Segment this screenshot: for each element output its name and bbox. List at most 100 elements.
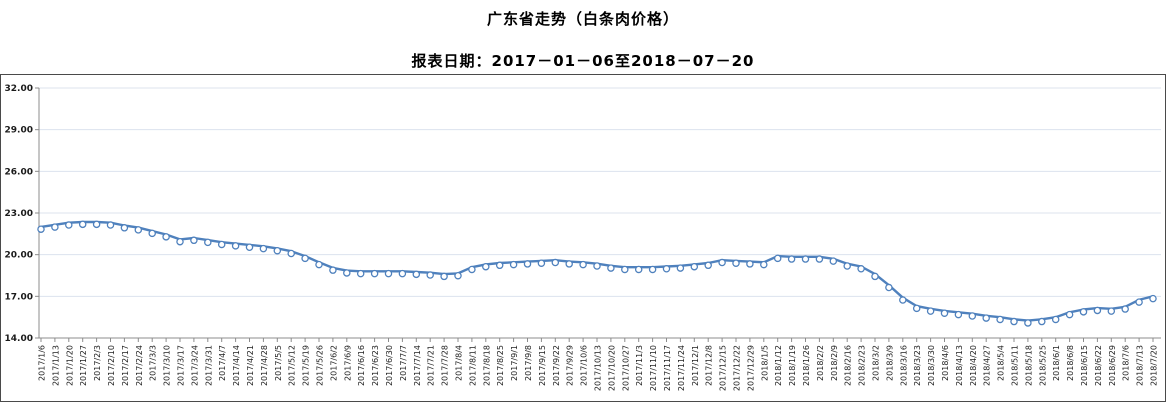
data-point-marker <box>92 220 101 229</box>
x-tick-label: 2018/6/8 <box>1066 345 1075 381</box>
x-tick-label: 2017/6/23 <box>371 345 380 386</box>
x-tick-label: 2017/3/31 <box>204 345 213 386</box>
data-point-marker <box>217 240 226 249</box>
data-point-marker <box>1135 298 1143 306</box>
data-point-marker <box>760 260 768 269</box>
line-chart-canvas: 14.00 17.00 20.00 23.00 26.00 29.00 32.00 2017/… <box>5 84 1161 391</box>
data-point-marker <box>829 257 838 265</box>
x-tick-label: 2018/1/26 <box>802 345 811 386</box>
x-tick-label: 2018/5/18 <box>1024 345 1033 386</box>
data-point-marker <box>120 224 129 232</box>
data-point-marker <box>787 255 796 263</box>
data-point-marker <box>621 265 629 274</box>
x-tick-label: 2018/2/2 <box>816 345 825 381</box>
x-tick-label: 2017/5/12 <box>288 345 297 386</box>
x-tick-label: 2017/2/3 <box>93 345 102 381</box>
data-point-marker <box>412 270 421 279</box>
data-point-marker <box>287 249 295 258</box>
data-point-marker <box>231 242 240 250</box>
data-point-marker <box>704 261 712 270</box>
data-point-marker <box>1010 317 1018 326</box>
x-tick-label: 2018/3/30 <box>927 345 936 386</box>
x-tick-label: 2017/4/21 <box>246 345 255 386</box>
series-line <box>39 220 1155 322</box>
x-tick-label: 2017/1/20 <box>65 345 74 386</box>
x-tick-label: 2017/7/7 <box>399 345 408 381</box>
x-tick-label: 2017/1/27 <box>79 345 88 386</box>
x-tick-label: 2018/4/27 <box>983 345 992 386</box>
x-tick-label: 2017/9/29 <box>566 345 575 386</box>
data-point-marker <box>1065 310 1074 319</box>
data-point-marker <box>801 255 810 263</box>
x-tick-label: 2017/12/15 <box>719 345 728 391</box>
data-point-marker <box>134 226 143 234</box>
data-point-marker <box>746 260 754 268</box>
x-tick-label: 2017/3/24 <box>190 345 199 386</box>
x-tick-label: 2018/3/23 <box>913 345 922 386</box>
x-tick-label: 2017/3/3 <box>149 345 158 381</box>
x-tick-label: 2018/2/16 <box>844 345 853 386</box>
x-tick-label: 2017/1/13 <box>51 345 60 386</box>
data-point-marker <box>940 309 949 317</box>
x-tick-label: 2017/11/24 <box>677 345 686 391</box>
data-point-marker <box>1079 308 1088 316</box>
x-tick-label: 2018/6/1 <box>1052 345 1061 381</box>
data-point-marker <box>51 223 59 231</box>
data-point-marker <box>1107 307 1116 315</box>
data-point-marker <box>690 262 699 271</box>
x-tick-label: 2017/9/15 <box>538 345 547 386</box>
data-point-marker <box>370 269 379 278</box>
x-tick-label: 2018/6/22 <box>1094 345 1103 386</box>
data-point-marker <box>273 246 282 255</box>
data-point-marker <box>426 271 434 279</box>
data-point-marker <box>1093 306 1102 315</box>
x-tick-label: 2018/5/11 <box>1011 345 1020 386</box>
x-tick-label: 2018/2/9 <box>830 345 839 381</box>
x-tick-label: 2017/10/13 <box>594 345 603 391</box>
data-point-marker <box>329 266 337 274</box>
y-tick-label: 14.00 <box>5 334 33 344</box>
data-point-marker <box>190 236 198 245</box>
x-tick-label: 2017/10/27 <box>621 345 630 391</box>
x-tick-label: 2017/2/24 <box>135 345 144 386</box>
x-tick-label: 2018/3/2 <box>872 345 881 381</box>
chart-subtitle: 报表日期：2017－01－06至2018－07－20 <box>411 52 755 70</box>
data-point-marker <box>1024 319 1032 327</box>
x-tick-label: 2018/7/6 <box>1122 345 1131 381</box>
y-tick-label: 26.00 <box>5 167 33 177</box>
x-tick-label: 2018/5/25 <box>1038 345 1047 386</box>
gridlines <box>39 87 1161 297</box>
x-tick-label: 2017/10/6 <box>580 345 589 386</box>
x-tick-label: 2018/4/6 <box>941 345 950 381</box>
x-tick-label: 2017/8/18 <box>482 345 491 386</box>
x-tick-label: 2017/6/2 <box>329 345 338 381</box>
x-tick-label: 2017/12/22 <box>733 345 742 391</box>
data-point-marker <box>523 260 532 268</box>
y-tick-label: 32.00 <box>5 84 33 94</box>
data-point-marker <box>954 310 963 319</box>
x-tick-label: 2017/2/10 <box>107 345 116 386</box>
x-tick-label: 2017/4/14 <box>232 345 241 386</box>
data-point-marker <box>718 258 726 267</box>
x-tick-label: 2017/2/17 <box>121 345 130 386</box>
data-point-marker <box>912 304 921 313</box>
x-tick-label: 2017/7/14 <box>413 345 422 386</box>
x-tick-label: 2017/5/26 <box>316 345 325 386</box>
data-point-marker <box>509 260 518 269</box>
data-point-marker <box>537 259 546 267</box>
data-point-marker <box>1051 315 1060 324</box>
x-axis: 2017/1/6 2017/1/13 2017/1/20 2017/1/27 2017/… <box>38 337 1161 391</box>
data-point-marker <box>468 265 476 274</box>
x-tick-label: 2017/4/7 <box>218 345 227 381</box>
y-tick-label: 23.00 <box>5 209 33 219</box>
data-point-marker <box>176 237 184 246</box>
data-point-marker <box>356 269 365 278</box>
data-point-marker <box>398 269 407 278</box>
x-tick-label: 2017/8/4 <box>455 345 464 381</box>
x-tick-label: 2017/7/28 <box>441 345 450 386</box>
series-白条肉价格 <box>37 220 1157 327</box>
x-tick-label: 2018/5/4 <box>997 345 1006 381</box>
data-point-marker <box>885 283 893 292</box>
x-tick-label: 2017/9/8 <box>524 345 533 381</box>
